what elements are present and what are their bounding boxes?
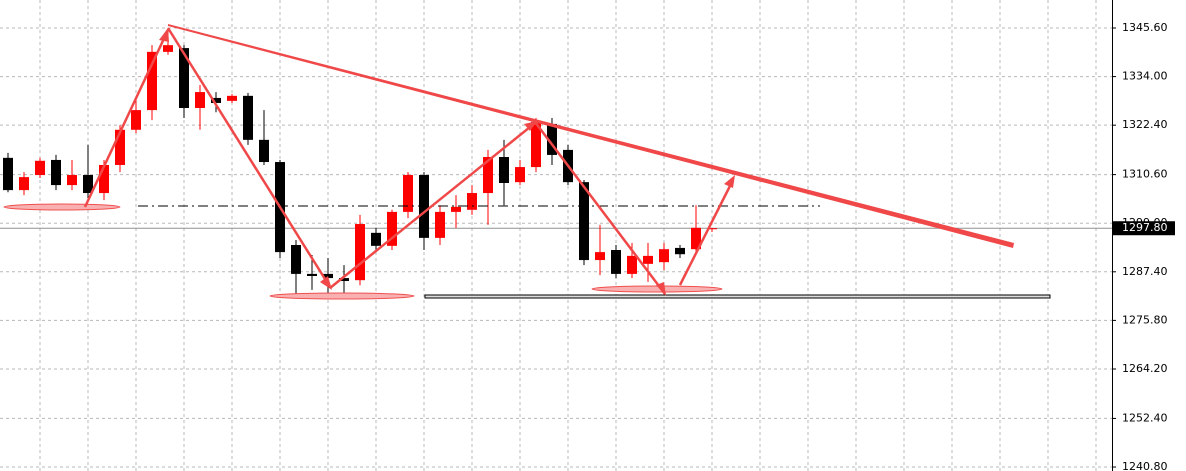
candle-body [259, 139, 269, 163]
candle-body [611, 250, 621, 274]
y-axis-labels: 1240.801252.401264.201275.801287.401299.… [1112, 21, 1175, 471]
last-price-box [1113, 221, 1175, 236]
candle-body [387, 211, 397, 246]
candle-body [291, 244, 301, 274]
candle-body [467, 193, 477, 210]
wave-arrows [83, 27, 735, 295]
candle-body [99, 164, 109, 194]
arrow [534, 121, 666, 295]
arrow [83, 29, 170, 208]
y-tick-label: 1275.80 [1122, 313, 1168, 326]
arrow-head [159, 28, 169, 42]
candle-body [675, 247, 685, 255]
candle-body [211, 97, 221, 103]
ellipse [269, 292, 415, 300]
ellipse [3, 203, 121, 211]
candle-body [35, 160, 45, 176]
candle-body [483, 157, 493, 194]
candle-body [531, 121, 541, 168]
candle-body [659, 249, 669, 263]
candle-body [179, 48, 189, 108]
candle-body [115, 129, 125, 165]
candle-body [323, 273, 333, 279]
y-tick-label: 1334.00 [1122, 70, 1168, 83]
candle-body [435, 211, 445, 238]
arrow-head [524, 121, 537, 131]
support-line [424, 294, 1051, 299]
arrow-heads [159, 28, 735, 296]
candle-body [355, 224, 365, 281]
candle-body [451, 206, 461, 212]
y-tick-label: 1264.20 [1122, 362, 1168, 375]
y-tick-label: 1345.60 [1122, 21, 1168, 34]
y-tick-label: 1322.40 [1122, 118, 1168, 131]
candle-body [243, 95, 253, 140]
candle-body [579, 182, 589, 261]
candle-body [499, 157, 509, 183]
candle-body [643, 255, 653, 264]
y-tick-label: 1310.60 [1122, 168, 1168, 181]
candle-body [67, 175, 77, 186]
y-tick-label: 1252.40 [1122, 411, 1168, 424]
axis-panel [1112, 0, 1186, 471]
candle-body [547, 123, 557, 155]
candle-body [371, 232, 381, 246]
candle-body [83, 175, 93, 194]
candle-body [163, 45, 173, 52]
candle-body [707, 228, 717, 230]
candle-body [595, 252, 605, 261]
candle-body [627, 255, 637, 274]
trend-line [168, 24, 1014, 248]
candle-body [19, 177, 29, 191]
candle-body [339, 278, 349, 282]
y-tick-label: 1240.80 [1122, 460, 1168, 471]
candle-body [515, 167, 525, 183]
grid [0, 0, 1112, 471]
candle-body [691, 227, 701, 250]
last-price-label: 1297.80 [1122, 221, 1168, 234]
ellipse [591, 285, 723, 293]
arrow [678, 179, 735, 286]
candle-body [307, 273, 317, 276]
candle-body [3, 157, 13, 191]
candle-body [403, 175, 413, 212]
candle-body [131, 110, 141, 130]
arrow-head [320, 276, 332, 290]
arrow-head [724, 175, 735, 188]
arrow-head [656, 282, 666, 296]
candle-body [195, 92, 205, 108]
y-tick-label: 1287.40 [1122, 265, 1168, 278]
candle-body [51, 159, 61, 186]
annotations [3, 24, 1051, 300]
arrow [166, 27, 332, 288]
candle-body [147, 51, 157, 111]
candle-body [227, 95, 237, 101]
arrow [329, 122, 536, 289]
